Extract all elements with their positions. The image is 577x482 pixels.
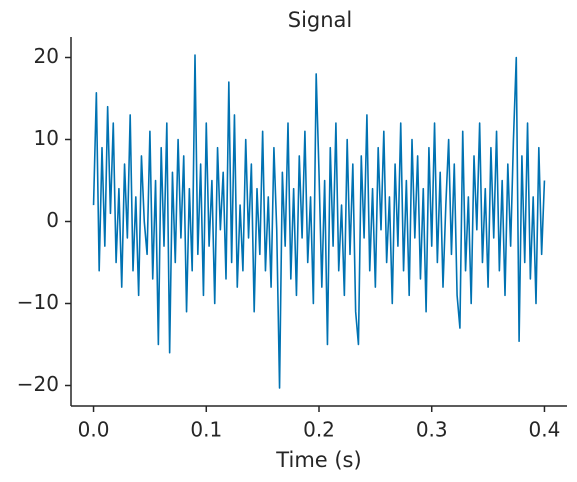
x-tick-label: 0.4 xyxy=(529,418,561,442)
chart-title: Signal xyxy=(288,8,353,32)
y-tick-label: 10 xyxy=(34,126,59,150)
y-tick-label: −10 xyxy=(17,290,59,314)
y-tick-label: 0 xyxy=(46,208,59,232)
y-tick-label: −20 xyxy=(17,372,59,396)
x-axis-label: Time (s) xyxy=(275,448,361,472)
signal-line xyxy=(92,54,546,389)
y-tick-label: 20 xyxy=(34,44,59,68)
x-tick-label: 0.0 xyxy=(78,418,110,442)
x-tick-label: 0.2 xyxy=(303,418,335,442)
x-tick-label: 0.3 xyxy=(416,418,448,442)
x-tick-label: 0.1 xyxy=(190,418,222,442)
